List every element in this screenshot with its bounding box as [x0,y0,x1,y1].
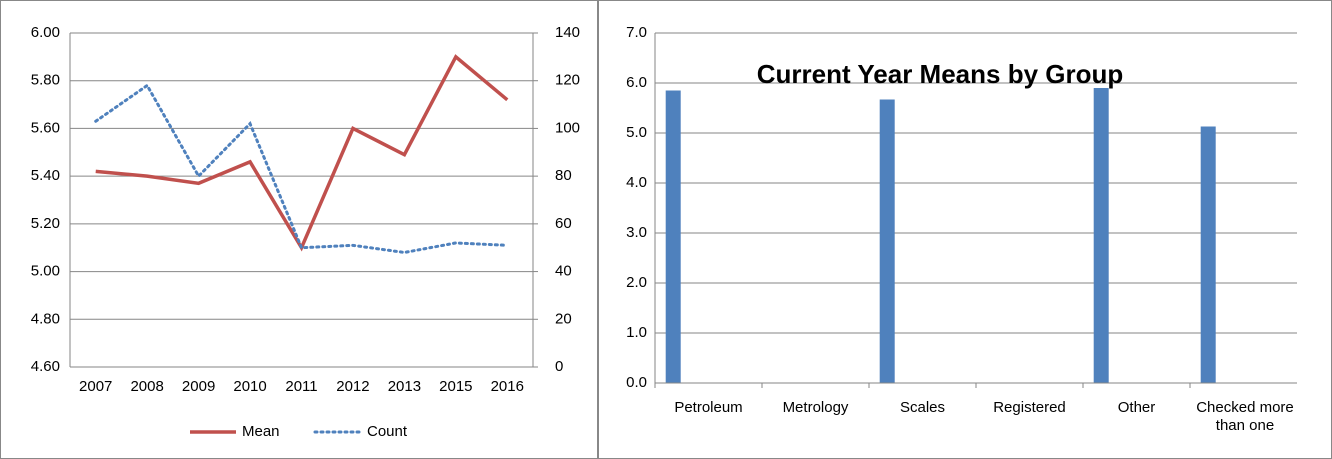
y-tick-label: 3.0 [626,224,647,241]
y-tick-label: 6.0 [626,74,647,91]
x-tick-label-box: Metrology [782,399,849,416]
x-tick-label: 2011 [285,378,317,395]
x-tick-label-box: Petroleum [674,399,743,416]
series-line [94,83,509,255]
y-tick-label: 4.0 [626,174,647,191]
y2-tick-label: 120 [555,72,580,89]
x-tick-label: 2010 [233,378,266,395]
y-tick-label: 5.60 [31,119,60,136]
y-tick-label: 5.40 [31,167,60,184]
y-tick-label: 4.80 [31,310,60,327]
bar [879,99,895,383]
x-tick-label: 2007 [79,378,112,395]
x-tick-label: 2012 [336,378,369,395]
chart-frame [0,0,598,459]
y-tick-label: 5.00 [31,263,60,280]
x-tick-label-box: Checked more than one [1196,399,1294,434]
y-tick-label: 2.0 [626,274,647,291]
y-tick-label: 7.0 [626,24,647,41]
y-tick-label: 1.0 [626,324,647,341]
x-tick-label: 2013 [388,378,421,395]
x-tick-label-box: Other [1117,399,1156,416]
y2-tick-label: 100 [555,119,580,136]
y-tick-label: 6.00 [31,24,60,41]
legend-label: Mean [242,423,280,440]
x-tick-label: Registered [993,399,1066,416]
y2-tick-label: 20 [555,310,572,327]
y-tick-label: 4.60 [31,358,60,375]
y-tick-label: 0.0 [626,374,647,391]
x-tick-label: 2015 [439,378,472,395]
bar [1093,88,1109,383]
y-tick-label: 5.80 [31,72,60,89]
bar [665,90,681,383]
x-tick-label: Checked more than one [1196,399,1294,434]
y2-tick-label: 80 [555,167,572,184]
y-tick-label: 5.20 [31,215,60,232]
y2-tick-label: 60 [555,215,572,232]
x-tick-label: 2009 [182,378,215,395]
x-tick-label: Petroleum [674,399,743,416]
x-tick-label: 2016 [491,378,524,395]
x-tick-label: Other [1117,399,1156,416]
y2-tick-label: 0 [555,358,563,375]
x-tick-label-box: Scales [899,399,946,416]
x-tick-label: Scales [899,399,946,416]
bar [1200,126,1216,383]
y-tick-label: 5.0 [626,124,647,141]
x-tick-label-box: Registered [993,399,1066,416]
y2-tick-label: 40 [555,263,572,280]
legend-label: Count [367,423,408,440]
x-tick-label: Metrology [782,399,849,416]
chart-title: Current Year Means by Group [757,59,1124,89]
y2-tick-label: 140 [555,24,580,41]
x-tick-label: 2008 [130,378,163,395]
